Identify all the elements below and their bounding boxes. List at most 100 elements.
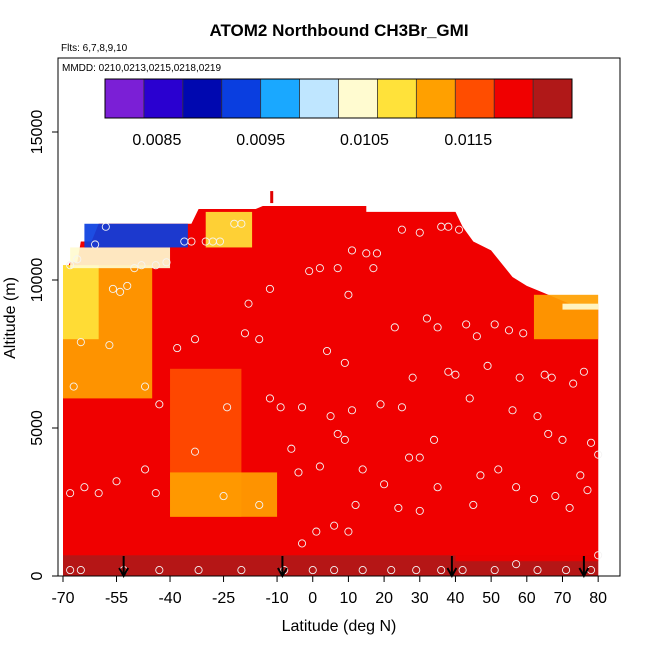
data-point (69, 382, 78, 391)
x-tick-label: -10 (266, 590, 289, 607)
colorbar-segment (377, 79, 417, 118)
x-tick-label: 0 (308, 590, 317, 607)
data-point (255, 335, 264, 344)
data-point (315, 462, 324, 471)
data-point (333, 429, 342, 438)
data-point (533, 566, 542, 575)
data-point (533, 412, 542, 421)
data-point (476, 471, 485, 480)
colorbar-segment (416, 79, 456, 118)
data-point (297, 539, 307, 548)
data-point (151, 489, 160, 498)
data-point (312, 527, 321, 536)
dates-subtitle: MMDD: 0210,0213,0215,0218,0219 (62, 63, 221, 74)
data-point (358, 465, 367, 474)
x-axis-label: Latitude (deg N) (282, 618, 397, 635)
data-point (91, 240, 100, 249)
data-point (340, 358, 349, 367)
data-point (130, 264, 139, 273)
data-point (490, 320, 499, 329)
y-axis: 0 5000 10000 15000 (29, 110, 58, 580)
data-point (141, 382, 150, 391)
data-point (458, 566, 467, 575)
x-tick-label: -25 (212, 590, 235, 607)
data-point (94, 489, 103, 498)
data-point (101, 222, 110, 231)
data-point (519, 329, 528, 338)
data-point (462, 320, 471, 329)
data-point (444, 367, 453, 376)
data-point (347, 246, 357, 255)
heatmap-layer (63, 191, 599, 576)
y-tick-label: 0 (29, 571, 46, 580)
x-tick-label: 80 (589, 590, 607, 607)
data-point (187, 237, 196, 246)
data-point (276, 403, 285, 412)
data-point (433, 323, 442, 332)
y-axis-label: Altitude (m) (2, 277, 19, 359)
data-point (66, 261, 75, 270)
heatmap-cell-4 (63, 265, 99, 340)
data-point (583, 486, 592, 495)
data-point (76, 338, 85, 347)
data-point (223, 403, 232, 412)
data-point (215, 237, 225, 246)
data-point (397, 225, 406, 234)
data-point (594, 450, 603, 459)
heatmap-cell-2 (170, 472, 278, 517)
colorbar-segment (143, 79, 184, 118)
y-tick-label: 10000 (29, 258, 46, 303)
data-point (137, 261, 146, 270)
chart-title: ATOM2 Northbound CH3Br_GMI (209, 21, 468, 40)
data-point (547, 373, 556, 382)
data-point (397, 403, 406, 412)
colorbar-segment (533, 79, 573, 118)
red-marker (270, 191, 274, 204)
data-point (469, 500, 478, 510)
flights-subtitle: Flts: 6,7,8,9,10 (61, 43, 128, 54)
data-point (155, 400, 164, 409)
x-tick-label: -40 (158, 590, 181, 607)
data-point (155, 566, 164, 575)
data-point (66, 566, 75, 575)
data-point (529, 494, 538, 504)
colorbar-tick-label: 0.0085 (132, 132, 181, 149)
data-point (162, 258, 171, 267)
x-tick-label: 60 (518, 590, 536, 607)
x-tick-label: 50 (482, 590, 500, 607)
heatmap-cell-8 (533, 294, 599, 340)
data-point (330, 521, 339, 530)
x-tick-label: -55 (105, 590, 128, 607)
heatmap-cell-6 (84, 223, 188, 248)
data-point (415, 506, 424, 515)
data-point (330, 566, 339, 575)
colorbar-frame (104, 78, 573, 119)
data-point (116, 287, 125, 296)
data-point (540, 370, 549, 379)
data-point (194, 566, 203, 575)
data-point (347, 406, 357, 415)
x-tick-label: 20 (375, 590, 393, 607)
observation-points (66, 219, 603, 575)
data-point (265, 284, 274, 293)
data-point (465, 394, 474, 403)
data-point (190, 335, 200, 344)
data-point (287, 444, 296, 453)
data-point (244, 299, 253, 308)
data-point (372, 249, 382, 258)
data-point (415, 228, 424, 237)
data-point (151, 261, 160, 270)
data-point (344, 527, 353, 536)
data-point (265, 394, 274, 403)
data-point (544, 429, 553, 438)
data-point (390, 323, 399, 332)
data-point (369, 264, 378, 273)
colorbar-tick-label: 0.0095 (236, 132, 285, 149)
data-point (326, 412, 335, 421)
data-point (362, 249, 371, 258)
y-tick-label: 5000 (29, 410, 46, 446)
data-point (437, 566, 446, 575)
colorbar-segment (182, 79, 223, 118)
data-point (255, 500, 264, 510)
data-point (408, 373, 417, 382)
